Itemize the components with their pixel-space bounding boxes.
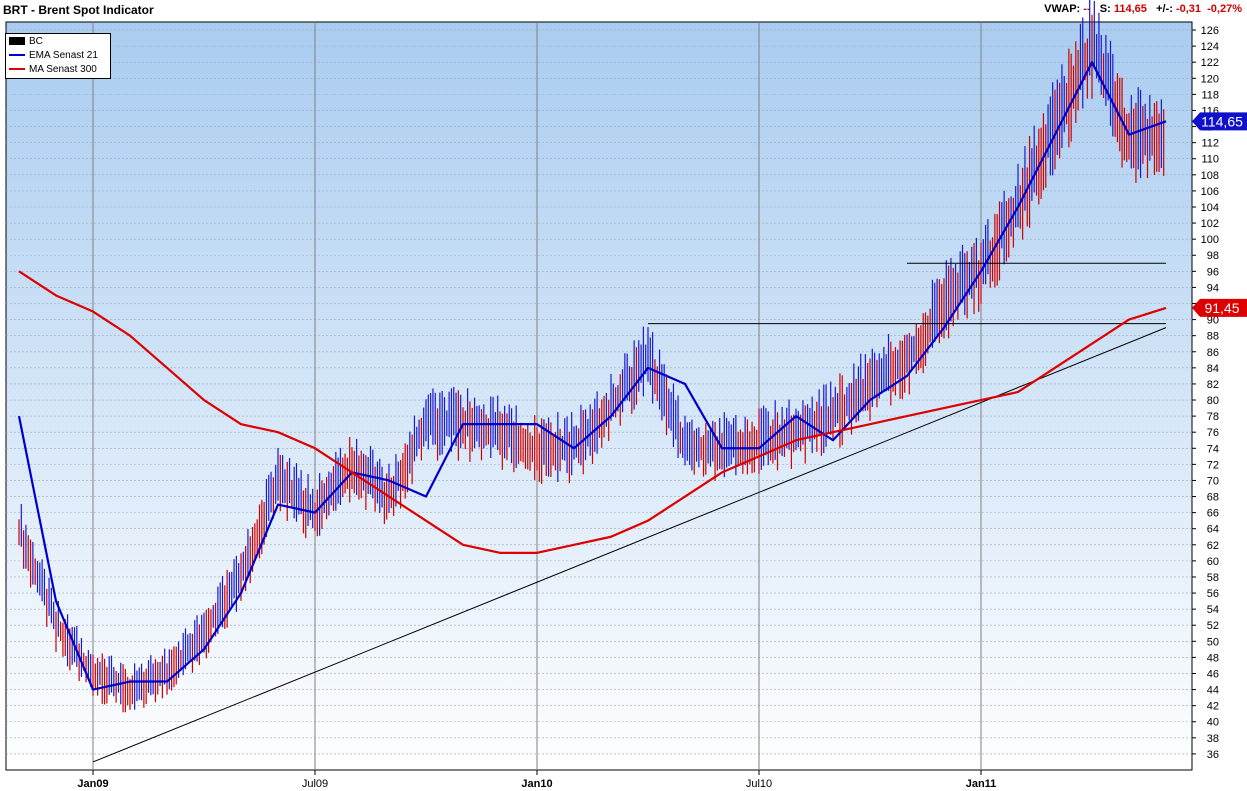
x-tick-label-jan09: Jan09	[77, 778, 108, 790]
y-tick-label-102: 102	[1201, 218, 1219, 230]
legend-item-2: MA Senast 300	[9, 63, 107, 77]
y-tick-label-76: 76	[1207, 427, 1219, 439]
x-tick-label-jul10: Jul10	[746, 778, 772, 790]
legend-swatch-1	[9, 54, 25, 57]
s-label: S:	[1099, 3, 1111, 15]
y-tick-label-94: 94	[1207, 282, 1219, 294]
ma-line	[18, 270, 1167, 554]
y-tick-label-84: 84	[1207, 363, 1219, 375]
y-tick-label-44: 44	[1207, 685, 1219, 697]
legend-label-2: MA Senast 300	[29, 64, 97, 75]
chart-legend: BC EMA Senast 21 MA Senast 300	[5, 33, 111, 79]
y-tick-label-78: 78	[1207, 411, 1219, 423]
quote-status: VWAP: -- S: 114,65 +/-: -0,31 -0,27%	[1044, 3, 1242, 15]
y-tick-label-68: 68	[1207, 492, 1219, 504]
y-tick-label-96: 96	[1207, 266, 1219, 278]
legend-item-0: BC	[9, 35, 107, 49]
trendline	[92, 327, 1167, 763]
y-tick-label-66: 66	[1207, 508, 1219, 520]
x-tick-label-jul09: Jul09	[302, 778, 328, 790]
last-price-tag-shape	[1192, 112, 1247, 131]
ma-value-tag-label: 91,45	[1204, 300, 1239, 316]
y-tick-label-98: 98	[1207, 250, 1219, 262]
plot-area	[5, 21, 1193, 771]
y-tick-label-122: 122	[1201, 57, 1219, 69]
y-tick-label-74: 74	[1207, 443, 1219, 455]
y-tick-label-104: 104	[1201, 202, 1219, 214]
y-tick-label-50: 50	[1207, 636, 1219, 648]
y-tick-label-80: 80	[1207, 395, 1219, 407]
chart-title: BRT - Brent Spot Indicator	[3, 3, 154, 17]
y-tick-label-52: 52	[1207, 620, 1219, 632]
y-tick-label-70: 70	[1207, 475, 1219, 487]
y-tick-label-46: 46	[1207, 668, 1219, 680]
ma-value-tag-shape	[1192, 298, 1247, 317]
y-tick-label-38: 38	[1207, 733, 1219, 745]
s-value: 114,65	[1113, 3, 1147, 15]
y-tick-label-110: 110	[1201, 154, 1219, 166]
y-tick-label-86: 86	[1207, 347, 1219, 359]
legend-swatch-2	[9, 68, 25, 71]
legend-swatch-0	[9, 37, 25, 46]
y-tick-label-64: 64	[1207, 524, 1219, 536]
change-pct: -0,27%	[1207, 3, 1242, 15]
y-tick-label-106: 106	[1201, 186, 1219, 198]
ema-line	[17, 61, 1167, 691]
y-tick-label-120: 120	[1201, 73, 1219, 85]
ma-value-tag: 91,45	[1192, 298, 1247, 317]
legend-label-0: BC	[29, 36, 43, 47]
legend-item-1: EMA Senast 21	[9, 49, 107, 63]
change-abs: -0,31	[1175, 3, 1202, 15]
y-tick-label-48: 48	[1207, 652, 1219, 664]
legend-label-1: EMA Senast 21	[29, 50, 98, 61]
vwap-value: --	[1083, 3, 1091, 15]
y-tick-label-88: 88	[1207, 331, 1219, 343]
y-tick-label-58: 58	[1207, 572, 1219, 584]
y-tick-label-72: 72	[1207, 459, 1219, 471]
x-tick-label-jan11: Jan11	[966, 778, 997, 790]
y-tick-label-60: 60	[1207, 556, 1219, 568]
y-tick-label-62: 62	[1207, 540, 1219, 552]
y-tick-label-42: 42	[1207, 701, 1219, 713]
y-tick-label-82: 82	[1207, 379, 1219, 391]
vwap-label: VWAP:	[1044, 3, 1081, 15]
chart-header: BRT - Brent Spot Indicator VWAP: -- S: 1…	[0, 0, 1247, 20]
y-tick-label-40: 40	[1207, 717, 1219, 729]
y-tick-label-56: 56	[1207, 588, 1219, 600]
last-price-tag: 114,65	[1192, 112, 1247, 131]
change-label: +/-:	[1156, 3, 1173, 15]
y-tick-label-90: 90	[1207, 315, 1219, 327]
y-tick-label-54: 54	[1207, 604, 1219, 616]
y-tick-label-118: 118	[1201, 89, 1219, 101]
y-tick-label-112: 112	[1201, 138, 1219, 150]
y-tick-label-124: 124	[1201, 41, 1219, 53]
y-tick-label-108: 108	[1201, 170, 1219, 182]
last-price-tag-label: 114,65	[1201, 113, 1243, 129]
x-tick-label-jan10: Jan10	[521, 778, 552, 790]
y-tick-label-36: 36	[1207, 749, 1219, 761]
y-tick-label-126: 126	[1201, 25, 1219, 37]
y-tick-label-100: 100	[1201, 234, 1219, 246]
